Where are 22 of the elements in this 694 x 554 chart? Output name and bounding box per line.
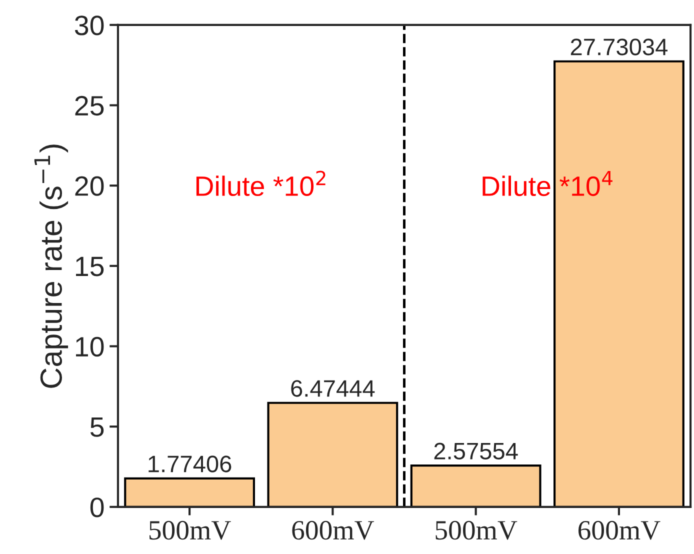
annotation: Dilute *10$^{2}$ bbox=[196, 170, 326, 196]
y-tick-label: 0 bbox=[90, 498, 104, 518]
y-tick-label: 15 bbox=[76, 256, 104, 276]
bar bbox=[124, 477, 256, 507]
data-label: 27.73034 bbox=[570, 38, 668, 56]
y-tick-label: 10 bbox=[76, 336, 104, 357]
y-tick-label: 5 bbox=[90, 418, 104, 437]
y-tick-label: 30 bbox=[74, 16, 104, 36]
annotation: Dilute *10$^{4}$ bbox=[482, 170, 612, 196]
x-tick-label: 500mV bbox=[149, 520, 231, 540]
data-label: 6.47444 bbox=[291, 380, 375, 397]
y-tick-label: 25 bbox=[75, 96, 104, 116]
x-tick-label: 500mV bbox=[436, 520, 518, 540]
data-label: 2.57554 bbox=[434, 442, 518, 460]
y-axis-title: Capture rate (s$^{−1}$) bbox=[34, 144, 68, 388]
data-label: 1.77406 bbox=[148, 456, 232, 472]
x-tick-label: 600mV bbox=[292, 520, 374, 540]
bar bbox=[554, 60, 684, 507]
x-tick-label: 600mV bbox=[578, 520, 660, 540]
bar bbox=[267, 402, 398, 507]
bar bbox=[410, 464, 542, 507]
y-tick-label: 20 bbox=[75, 176, 104, 196]
